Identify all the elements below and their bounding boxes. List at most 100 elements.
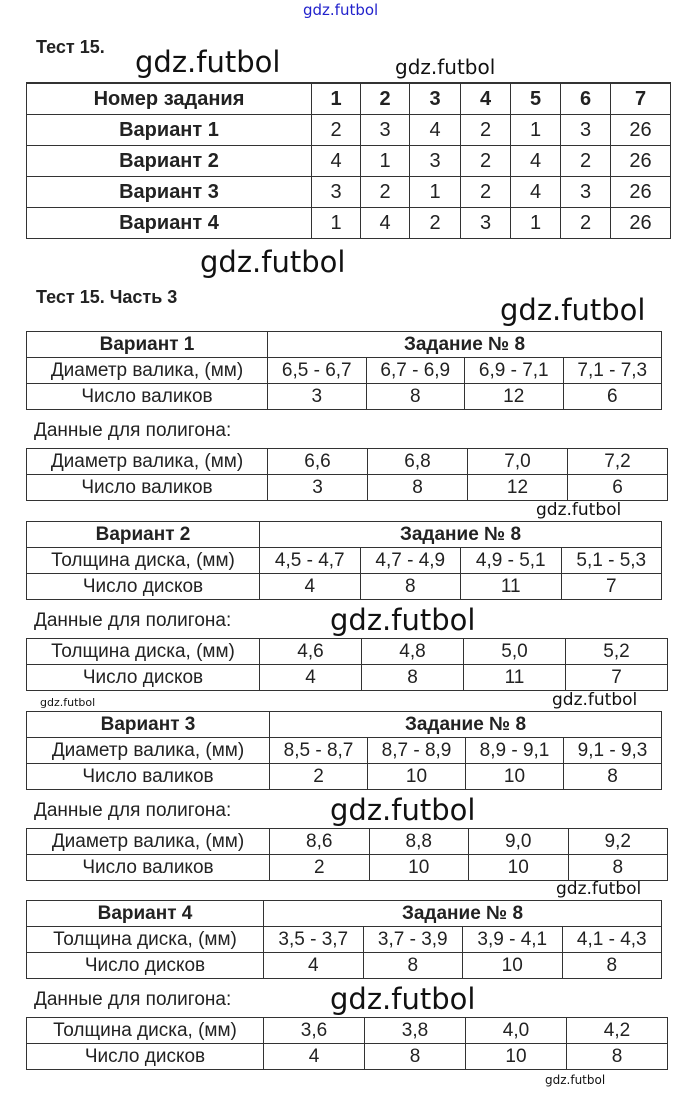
table-cell: 4: [311, 145, 361, 177]
row-label: Вариант 1: [26, 114, 312, 146]
column-header: 2: [360, 82, 410, 115]
count-cell: 11: [463, 664, 566, 691]
table-row: Число валиков 2 10 10 8: [26, 763, 662, 790]
table-row: Число валиков 3 8 12 6: [26, 383, 662, 410]
midpoint-cell: 8,6: [269, 828, 370, 855]
count-cell: 11: [460, 573, 562, 600]
variant-label: Вариант 4: [26, 900, 264, 927]
row-label: Толщина диска, (мм): [26, 926, 264, 953]
interval-cell: 3,7 - 3,9: [362, 926, 463, 953]
table-row: Толщина диска, (мм) 3,5 - 3,7 3,7 - 3,9 3,9…: [26, 926, 662, 953]
midpoint-cell: 6,6: [267, 448, 368, 475]
column-header: Номер задания: [26, 82, 312, 115]
table-cell: 2: [360, 176, 410, 208]
watermark: gdz.futbol: [536, 500, 622, 520]
count-cell: 12: [467, 474, 568, 501]
watermark: gdz.futbol: [40, 696, 96, 709]
interval-cell: 6,9 - 7,1: [464, 357, 564, 384]
table-cell: 26: [610, 176, 671, 208]
midpoint-cell: 5,0: [463, 638, 566, 665]
table-cell: 2: [409, 207, 461, 239]
row-label: Число валиков: [26, 854, 270, 881]
table-row: Число дисков 4 8 10 8: [26, 952, 662, 979]
watermark: gdz.futbol: [303, 1, 379, 19]
interval-cell: 4,9 - 5,1: [460, 547, 562, 574]
table-cell: 3: [560, 176, 611, 208]
table-row: Число валиков 2 10 10 8: [26, 854, 668, 881]
row-label: Число валиков: [26, 474, 268, 501]
column-header: 7: [610, 82, 671, 115]
table-row: Вариант 2 Задание № 8: [26, 521, 662, 548]
count-cell: 3: [267, 383, 367, 410]
midpoint-cell: 7,2: [567, 448, 668, 475]
midpoint-cell: 3,6: [263, 1017, 365, 1044]
row-label: Диаметр валика, (мм): [26, 828, 270, 855]
polygon-label: Данные для полигона:: [34, 420, 232, 441]
row-label: Число валиков: [26, 763, 270, 790]
interval-cell: 4,1 - 4,3: [561, 926, 662, 953]
count-cell: 8: [365, 383, 465, 410]
table-row: Толщина диска, (мм) 4,5 - 4,7 4,7 - 4,9 4,9…: [26, 547, 662, 574]
midpoint-cell: 4,6: [259, 638, 362, 665]
count-cell: 10: [462, 952, 563, 979]
midpoint-cell: 4,8: [361, 638, 464, 665]
count-cell: 8: [361, 664, 464, 691]
table-row: Число валиков 3 8 12 6: [26, 474, 668, 501]
watermark: gdz.futbol: [395, 55, 496, 79]
column-header: 4: [460, 82, 511, 115]
interval-cell: 3,5 - 3,7: [263, 926, 364, 953]
table-row: Вариант 1 2 3 4 2 1 3 26: [26, 114, 671, 146]
table-cell: 26: [610, 114, 671, 146]
variant-label: Вариант 1: [26, 331, 268, 358]
count-cell: 4: [259, 573, 361, 600]
table-cell: 1: [409, 176, 461, 208]
table-row: Диаметр валика, (мм) 6,5 - 6,7 6,7 - 6,9 6,…: [26, 357, 662, 384]
count-cell: 8: [367, 474, 468, 501]
midpoint-cell: 3,8: [364, 1017, 466, 1044]
count-cell: 8: [364, 1043, 466, 1070]
table-row: Вариант 4 Задание № 8: [26, 900, 662, 927]
count-cell: 7: [560, 573, 662, 600]
interval-cell: 5,1 - 5,3: [560, 547, 662, 574]
polygon-label: Данные для полигона:: [34, 989, 232, 1010]
table-cell: 2: [460, 176, 511, 208]
watermark: gdz.futbol: [330, 603, 476, 637]
count-cell: 8: [563, 763, 662, 790]
row-label: Число дисков: [26, 664, 260, 691]
count-cell: 10: [368, 854, 469, 881]
count-cell: 10: [465, 1043, 567, 1070]
row-label: Диаметр валика, (мм): [26, 357, 268, 384]
table-row: Число дисков 4 8 11 7: [26, 664, 668, 691]
row-label: Диаметр валика, (мм): [26, 448, 268, 475]
task-label: Задание № 8: [263, 900, 662, 927]
variant-2-polygon-table: Толщина диска, (мм) 4,6 4,8 5,0 5,2 Число дис…: [26, 638, 668, 691]
polygon-label: Данные для полигона:: [34, 800, 232, 821]
row-label: Вариант 2: [26, 145, 312, 177]
header-row: Номер задания 1 2 3 4 5 6 7: [26, 82, 671, 115]
table-row: Число дисков 4 8 11 7: [26, 573, 662, 600]
count-cell: 8: [359, 573, 461, 600]
interval-cell: 6,7 - 6,9: [365, 357, 465, 384]
count-cell: 4: [263, 1043, 365, 1070]
midpoint-cell: 6,8: [367, 448, 468, 475]
interval-cell: 4,7 - 4,9: [359, 547, 461, 574]
table-cell: 1: [311, 207, 361, 239]
midpoint-cell: 7,0: [467, 448, 568, 475]
table-cell: 3: [311, 176, 361, 208]
interval-cell: 9,1 - 9,3: [563, 737, 662, 764]
count-cell: 4: [263, 952, 364, 979]
table-cell: 4: [409, 114, 461, 146]
table-row: Вариант 3 3 2 1 2 4 3 26: [26, 176, 671, 208]
summary-table: Номер задания 1 2 3 4 5 6 7 Вариант 1 2 3 4 2 1 3 26 Вар…: [26, 82, 671, 239]
watermark: gdz.futbol: [330, 793, 476, 827]
midpoint-cell: 9,0: [468, 828, 569, 855]
variant-3-interval-table: Вариант 3 Задание № 8 Диаметр валика, (мм)…: [26, 711, 662, 790]
table-cell: 1: [510, 114, 561, 146]
table-row: Вариант 2 4 1 3 2 4 2 26: [26, 145, 671, 177]
count-cell: 8: [362, 952, 463, 979]
column-header: 5: [510, 82, 561, 115]
variant-label: Вариант 2: [26, 521, 260, 548]
watermark: gdz.futbol: [135, 45, 281, 79]
table-cell: 3: [460, 207, 511, 239]
count-cell: 8: [561, 952, 662, 979]
